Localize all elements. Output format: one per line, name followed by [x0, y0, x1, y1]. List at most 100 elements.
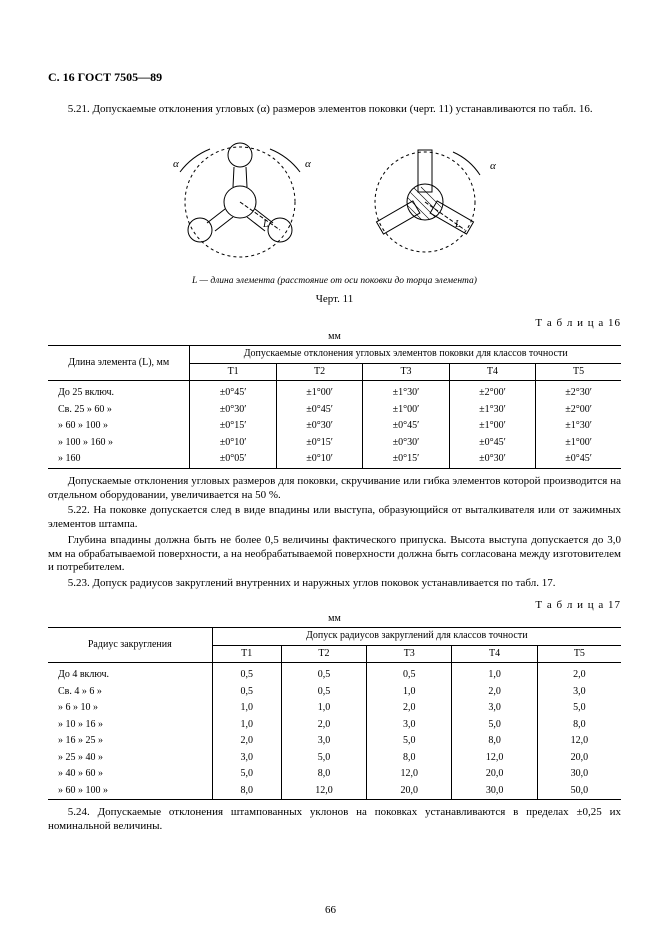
- table-row-label: » 6 » 10 »: [48, 700, 212, 717]
- para-5-21: 5.21. Допускаемые отклонения угловых (α)…: [48, 103, 621, 117]
- table-cell: ±0°05ʹ: [190, 451, 276, 468]
- figure-11-svg: α α L: [145, 127, 525, 267]
- table-cell: 8,0: [367, 750, 452, 767]
- table-17: Радиус закругления Допуск радиусов закру…: [48, 627, 621, 800]
- table-cell: 1,0: [212, 717, 281, 734]
- table-cell: ±1°30ʹ: [363, 381, 449, 402]
- table-row-label: » 60 » 100 »: [48, 783, 212, 800]
- table-cell: ±0°10ʹ: [276, 451, 362, 468]
- t17-col: Т4: [452, 645, 537, 663]
- table-17-label: Т а б л и ц а 17: [48, 599, 621, 613]
- table-cell: 5,0: [212, 766, 281, 783]
- t17-col: Т5: [537, 645, 621, 663]
- l-label-2: L: [454, 219, 461, 230]
- table-cell: 20,0: [367, 783, 452, 800]
- table-row-label: » 25 » 40 »: [48, 750, 212, 767]
- table-row-label: » 60 » 100 »: [48, 418, 190, 435]
- table-row-label: » 160: [48, 451, 190, 468]
- table-cell: ±1°00ʹ: [276, 381, 362, 402]
- table-cell: ±0°30ʹ: [190, 402, 276, 419]
- table-17-unit: мм: [48, 613, 621, 626]
- table-cell: 5,0: [281, 750, 366, 767]
- table-row-label: До 25 включ.: [48, 381, 190, 402]
- table-cell: 8,0: [537, 717, 621, 734]
- table-cell: 20,0: [452, 766, 537, 783]
- table-cell: 30,0: [537, 766, 621, 783]
- table-cell: 0,5: [367, 663, 452, 684]
- table-cell: 1,0: [367, 684, 452, 701]
- table-cell: 0,5: [281, 684, 366, 701]
- table-cell: ±1°30ʹ: [449, 402, 535, 419]
- table-cell: 3,0: [367, 717, 452, 734]
- table-cell: 3,0: [212, 750, 281, 767]
- t17-top-header: Допуск радиусов закруглений для классов …: [212, 628, 621, 646]
- table-16-unit: мм: [48, 331, 621, 344]
- table-cell: ±0°15ʹ: [190, 418, 276, 435]
- t16-top-header: Допускаемые отклонения угловых элементов…: [190, 346, 621, 364]
- table-row-label: Св. 4 » 6 »: [48, 684, 212, 701]
- table-cell: 3,0: [452, 700, 537, 717]
- table-cell: 12,0: [537, 733, 621, 750]
- t17-col: Т2: [281, 645, 366, 663]
- page: С. 16 ГОСТ 7505—89 5.21. Допускаемые отк…: [0, 0, 661, 936]
- table-cell: 12,0: [281, 783, 366, 800]
- figure-11-number: Черт. 11: [48, 293, 621, 307]
- table-row-label: Св. 25 » 60 »: [48, 402, 190, 419]
- table-cell: ±0°30ʹ: [449, 451, 535, 468]
- table-cell: 2,0: [281, 717, 366, 734]
- table-cell: 1,0: [452, 663, 537, 684]
- table-row-label: » 16 » 25 »: [48, 733, 212, 750]
- table-cell: 0,5: [281, 663, 366, 684]
- table-cell: 3,0: [537, 684, 621, 701]
- table-cell: ±0°30ʹ: [363, 435, 449, 452]
- table-cell: ±0°15ʹ: [363, 451, 449, 468]
- table-cell: 1,0: [281, 700, 366, 717]
- figure-11: α α L: [48, 127, 621, 307]
- para-after-t16: Допускаемые отклонения угловых размеров …: [48, 475, 621, 503]
- table-cell: 8,0: [452, 733, 537, 750]
- table-cell: 2,0: [367, 700, 452, 717]
- table-cell: 5,0: [367, 733, 452, 750]
- t17-col: Т1: [212, 645, 281, 663]
- t16-col: Т2: [276, 363, 362, 381]
- table-row-label: » 100 » 160 »: [48, 435, 190, 452]
- table-cell: 12,0: [367, 766, 452, 783]
- table-cell: ±2°00ʹ: [449, 381, 535, 402]
- table-cell: ±1°00ʹ: [536, 435, 621, 452]
- table-cell: 0,5: [212, 684, 281, 701]
- t16-col: Т3: [363, 363, 449, 381]
- table-cell: 3,0: [281, 733, 366, 750]
- table-cell: 8,0: [281, 766, 366, 783]
- table-cell: 5,0: [537, 700, 621, 717]
- page-number: 66: [0, 904, 661, 918]
- table-cell: ±0°45ʹ: [363, 418, 449, 435]
- para-5-24: 5.24. Допускаемые отклонения штампованны…: [48, 806, 621, 834]
- table-cell: 0,5: [212, 663, 281, 684]
- table-row-label: » 10 » 16 »: [48, 717, 212, 734]
- table-row-label: До 4 включ.: [48, 663, 212, 684]
- table-cell: 2,0: [452, 684, 537, 701]
- t16-col: Т4: [449, 363, 535, 381]
- t16-left-header: Длина элемента (L), мм: [48, 346, 190, 381]
- table-16: Длина элемента (L), мм Допускаемые откло…: [48, 345, 621, 469]
- table-cell: ±0°10ʹ: [190, 435, 276, 452]
- table-cell: ±1°30ʹ: [536, 418, 621, 435]
- t16-col: Т1: [190, 363, 276, 381]
- table-cell: ±1°00ʹ: [449, 418, 535, 435]
- table-cell: 1,0: [212, 700, 281, 717]
- page-header: С. 16 ГОСТ 7505—89: [48, 70, 621, 85]
- table-cell: ±2°30ʹ: [536, 381, 621, 402]
- para-5-23: 5.23. Допуск радиусов закруглений внутре…: [48, 577, 621, 591]
- table-cell: ±2°00ʹ: [536, 402, 621, 419]
- l-label-1: L: [262, 219, 269, 230]
- para-5-22b: Глубина впадины должна быть не более 0,5…: [48, 534, 621, 575]
- table-cell: 30,0: [452, 783, 537, 800]
- alpha-label-3: α: [490, 160, 496, 172]
- table-cell: ±1°00ʹ: [363, 402, 449, 419]
- table-cell: 8,0: [212, 783, 281, 800]
- table-cell: 12,0: [452, 750, 537, 767]
- alpha-label-1: α: [305, 158, 311, 170]
- table-row-label: » 40 » 60 »: [48, 766, 212, 783]
- table-cell: ±0°45ʹ: [276, 402, 362, 419]
- table-cell: 5,0: [452, 717, 537, 734]
